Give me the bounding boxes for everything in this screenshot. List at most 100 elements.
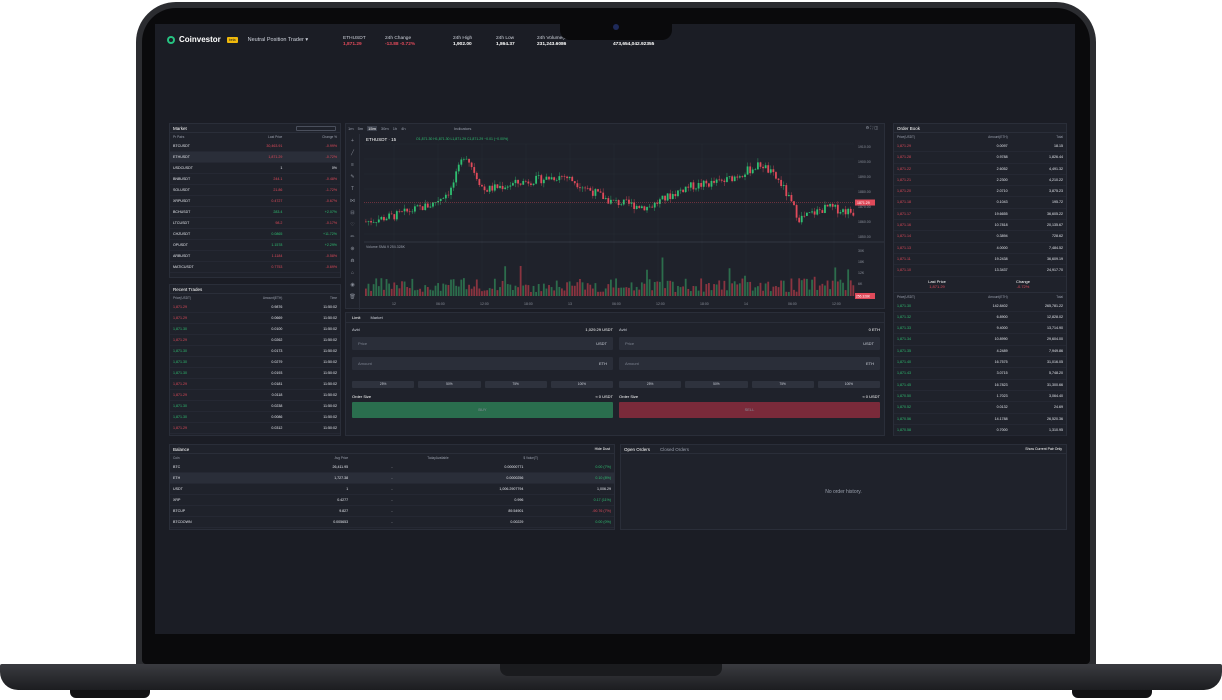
bid-row[interactable]: 1,871.45 16.7823 31,300.66 [894, 380, 1066, 391]
brand-area[interactable]: Coinvestor beta Neutral Position Trader … [167, 35, 308, 44]
interval-15m[interactable]: 15m [367, 126, 377, 131]
ask-row[interactable]: 1,871.28 0.9788 1,826.44 [894, 152, 1066, 164]
price-chart[interactable]: 1910.00 1900.00 1890.00 1880.00 1870.00 1860.… [346, 124, 886, 310]
market-row[interactable]: OPUSDT 1.1578 +2.29% [170, 240, 340, 251]
sell-amount-input[interactable]: Amount ETH [619, 357, 880, 370]
buy-percent-button[interactable]: 25% [352, 381, 415, 388]
magnet-icon[interactable]: ⋒ [350, 258, 355, 264]
bid-row[interactable]: 1,871.33 9.4000 13,714.90 [894, 323, 1066, 335]
interval-30m[interactable]: 30m [380, 126, 389, 131]
tab-open-orders[interactable]: Open Orders [624, 447, 651, 452]
bid-row[interactable]: 1,871.32 6.8900 12,828.02 [894, 312, 1066, 324]
interval-1h[interactable]: 1h [392, 126, 398, 131]
tab-closed-orders[interactable]: Closed Orders [660, 447, 690, 452]
heart-icon[interactable]: ♡ [350, 222, 355, 228]
trash-icon[interactable]: 🗑 [349, 294, 356, 300]
candle-body [468, 158, 470, 163]
balance-row[interactable]: XRP 0.4277 - 0.996 0.17 (11%) [170, 495, 614, 506]
ask-row[interactable]: 1,871.22 2.6052 4,491.32 [894, 164, 1066, 175]
bid-row[interactable]: 1,870.56 14.1788 26,520.36 [894, 414, 1066, 425]
trade-price: 1,871.29 [173, 338, 187, 342]
ruler-icon[interactable]: ⊟ [350, 210, 355, 216]
crosshair-icon[interactable]: + [351, 138, 354, 144]
bid-row[interactable]: 1,870.52 0.0132 24.69 [894, 402, 1066, 414]
ask-row[interactable]: 1,871.29 0.0097 18.15 [894, 141, 1066, 153]
market-row[interactable]: USDCUSDT 1 0% [170, 163, 340, 174]
sell-price-input[interactable]: Price USDT [619, 337, 880, 350]
pattern-icon[interactable]: ⋈ [350, 198, 355, 204]
market-row[interactable]: BTCUSDT 30,463.91 -0.99% [170, 141, 340, 152]
sell-percent-button[interactable]: 100% [817, 381, 880, 388]
ask-row[interactable]: 1,871.10 13.3437 24,917.70 [894, 265, 1066, 277]
market-row[interactable]: XRPUSDT 0.4727 -0.67% [170, 196, 340, 207]
interval-4h[interactable]: 4h [401, 126, 406, 131]
balance-row[interactable]: BTCDOWN 0.005653 - 0.00229 0.00 (0%) [170, 517, 614, 528]
market-row[interactable]: LTCUSDT 98.2 -0.17% [170, 218, 340, 229]
bid-row[interactable]: 1,870.58 0.7000 1,310.95 [894, 425, 1066, 437]
tab-limit[interactable]: Limit [352, 315, 361, 320]
ask-row[interactable]: 1,871.17 19.6655 36,605.22 [894, 209, 1066, 221]
indicators-button[interactable]: Indicators [454, 126, 472, 131]
hlines-icon[interactable]: ≡ [351, 162, 354, 168]
candle-body [775, 172, 777, 179]
ask-row[interactable]: 1,871.21 2.2300 4,210.22 [894, 175, 1066, 187]
balance-row[interactable]: ETH 1,727.38 - 0.0000256 0.10 (8%) [170, 473, 614, 484]
ask-row[interactable]: 1,871.18 0.1043 195.72 [894, 197, 1066, 209]
sell-button[interactable]: SELL [619, 402, 880, 418]
buy-amount-input[interactable]: Amount ETH [352, 357, 613, 370]
sell-percent-button[interactable]: 75% [751, 381, 814, 388]
buy-percent-button[interactable]: 100% [550, 381, 613, 388]
mode-selector[interactable]: Neutral Position Trader ▾ [247, 36, 309, 43]
market-row[interactable]: SOLUSDT 21.86 -1.72% [170, 185, 340, 196]
bid-row[interactable]: 1,870.50 1.7023 3,064.40 [894, 391, 1066, 403]
text-icon[interactable]: T [350, 186, 355, 192]
ticker-stat-label: 24h Change [385, 36, 412, 41]
current-pair-toggle[interactable]: Show Current Pair Only [1025, 447, 1062, 451]
buy-price-input[interactable]: Price USDT [352, 337, 613, 350]
lock-icon[interactable]: ⌂ [350, 270, 355, 276]
brush-icon[interactable]: ✎ [350, 174, 355, 180]
sell-percent-button[interactable]: 50% [685, 381, 748, 388]
zoom-icon[interactable]: ⊕ [350, 246, 355, 252]
market-row[interactable]: BNBUSDT 244.1 -0.48% [170, 174, 340, 185]
pair-last-price: 30,463.91 [266, 144, 283, 148]
bid-row[interactable]: 1,871.40 16.7575 31,016.05 [894, 357, 1066, 369]
ask-row[interactable]: 1,871.11 19.2438 36,609.19 [894, 254, 1066, 266]
buy-percent-button[interactable]: 75% [484, 381, 547, 388]
buy-percent-button[interactable]: 50% [418, 381, 481, 388]
interval-5m[interactable]: 5m [357, 126, 364, 131]
hide-dust-toggle[interactable]: Hide Dust [594, 447, 610, 451]
market-search-input[interactable] [296, 126, 336, 131]
sell-percent-button[interactable]: 25% [619, 381, 682, 388]
chart-settings-icon[interactable]: ⚙ ⛶ ◫ [865, 125, 878, 130]
volume-bar [677, 285, 679, 296]
interval-1m[interactable]: 1m [348, 126, 354, 131]
buy-button[interactable]: BUY [352, 402, 613, 418]
trade-amount: 0.0173 [271, 349, 283, 353]
bid-row[interactable]: 1,871.35 4.2489 7,949.86 [894, 346, 1066, 358]
ask-row[interactable]: 1,871.13 4.0000 7,484.52 [894, 243, 1066, 254]
pencil-icon[interactable]: ✏ [350, 234, 355, 240]
bid-row[interactable]: 1,871.43 3.0715 5,748.20 [894, 368, 1066, 380]
trendline-icon[interactable]: ╱ [350, 150, 354, 156]
balance-row[interactable]: BTCUP 9.827 - 89.54901 -90.76 (7%) [170, 506, 614, 517]
market-row[interactable]: ETHUSDT 1,871.29 -0.72% [170, 152, 340, 163]
bid-row[interactable]: 1,871.30 142.8402 265,781.22 [894, 301, 1066, 312]
market-row[interactable]: CHZUSDT 0.0865 +11.72% [170, 229, 340, 240]
ask-row[interactable]: 1,871.14 0.3894 728.62 [894, 231, 1066, 243]
balance-row[interactable]: BTC 26,411.95 - 0.00000771 0.00 (7%) [170, 462, 614, 473]
market-row[interactable]: BCHUSDT 283.4 +2.07% [170, 207, 340, 218]
ask-row[interactable]: 1,871.16 10.7818 20,135.67 [894, 220, 1066, 232]
volume-bar [390, 288, 393, 296]
candle-body [829, 203, 832, 207]
bid-row[interactable]: 1,871.34 10.8990 29,604.00 [894, 334, 1066, 346]
market-row[interactable]: MATICUSDT 0.7753 -0.69% [170, 262, 340, 273]
ask-row[interactable]: 1,871.20 2.0710 3,875.23 [894, 186, 1066, 198]
candle-body [790, 195, 793, 202]
market-row[interactable]: ARBUSDT 1.1184 -0.58% [170, 251, 340, 262]
candle-body [426, 203, 429, 208]
balance-row[interactable]: USDT 1 - 1,006.2907794 1,006.29 [170, 484, 614, 495]
volume-bar [769, 291, 772, 296]
eye-icon[interactable]: ◉ [350, 282, 355, 288]
tab-market[interactable]: Market [370, 315, 383, 320]
